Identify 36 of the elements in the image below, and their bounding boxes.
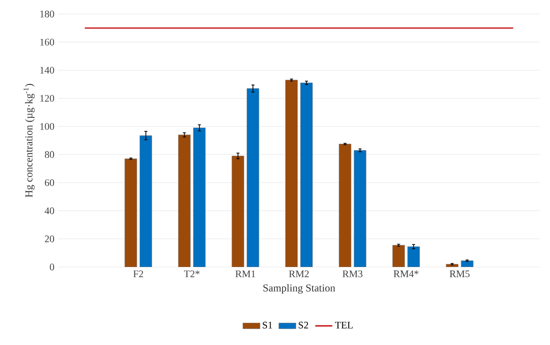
y-tick-label: 20 bbox=[44, 236, 54, 242]
bar bbox=[124, 158, 137, 267]
x-tick-label: RM1 bbox=[235, 270, 256, 278]
x-tick-label: RM5 bbox=[450, 270, 470, 278]
y-tick-label: 80 bbox=[44, 151, 54, 158]
y-axis-title: Hg concentration (µg·kg$^{-1}$) bbox=[24, 84, 35, 198]
bar bbox=[193, 128, 206, 267]
y-tick-label: 140 bbox=[40, 66, 54, 74]
y-tick-label: 180 bbox=[40, 10, 54, 18]
legend-label: S2 bbox=[298, 322, 308, 328]
x-tick-label: T2* bbox=[184, 270, 200, 278]
legend-label: S1 bbox=[262, 322, 272, 328]
bar bbox=[246, 88, 260, 267]
y-tick-label: 60 bbox=[44, 179, 54, 186]
y-tick-label: 160 bbox=[40, 38, 54, 46]
bar bbox=[407, 246, 420, 267]
x-tick-label: RM4* bbox=[394, 270, 418, 278]
bar bbox=[446, 264, 458, 267]
x-tick-label: RM3 bbox=[342, 270, 362, 278]
y-tick-label: 0 bbox=[50, 264, 54, 270]
x-tick-label: RM2 bbox=[289, 270, 309, 278]
bar bbox=[338, 144, 352, 267]
bar bbox=[285, 80, 298, 267]
bar bbox=[140, 135, 152, 267]
x-tick-label: F2 bbox=[133, 270, 144, 278]
legend-label: TEL bbox=[335, 322, 353, 328]
y-tick-label: 120 bbox=[40, 94, 54, 102]
y-tick-label: 100 bbox=[40, 123, 54, 130]
bar bbox=[232, 156, 244, 267]
y-tick-label: 40 bbox=[44, 207, 54, 214]
bar bbox=[461, 260, 474, 267]
x-axis-title: Sampling Station bbox=[263, 284, 336, 294]
bar bbox=[392, 245, 405, 267]
bar bbox=[178, 134, 191, 267]
bar bbox=[354, 150, 366, 267]
bar bbox=[300, 82, 313, 267]
